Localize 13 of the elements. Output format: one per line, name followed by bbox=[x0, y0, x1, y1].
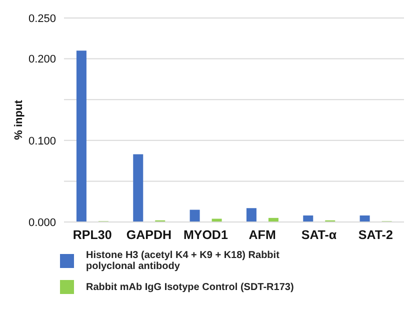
y-tick-label: 0.200 bbox=[28, 54, 56, 66]
x-tick-label: GAPDH bbox=[126, 228, 172, 242]
x-tick-label: RPL30 bbox=[72, 228, 112, 242]
y-tick-label: 0.250 bbox=[28, 12, 56, 25]
x-tick-label: MYOD1 bbox=[183, 228, 228, 242]
x-tick-label: SAT-2 bbox=[358, 228, 393, 242]
x-tick-label: SAT-α bbox=[301, 228, 337, 242]
legend-label: Rabbit mAb IgG Isotype Control (SDT-R173) bbox=[86, 282, 295, 292]
x-tick-label: AFM bbox=[248, 228, 276, 242]
y-tick-label: 0.000 bbox=[28, 216, 56, 229]
y-axis-title: % input bbox=[12, 100, 25, 140]
y-tick-label: 0.100 bbox=[28, 135, 56, 148]
legend-label: Histone H3 (acetyl K4 + K9 + K18) Rabbit polyclonal antibody bbox=[86, 250, 280, 272]
